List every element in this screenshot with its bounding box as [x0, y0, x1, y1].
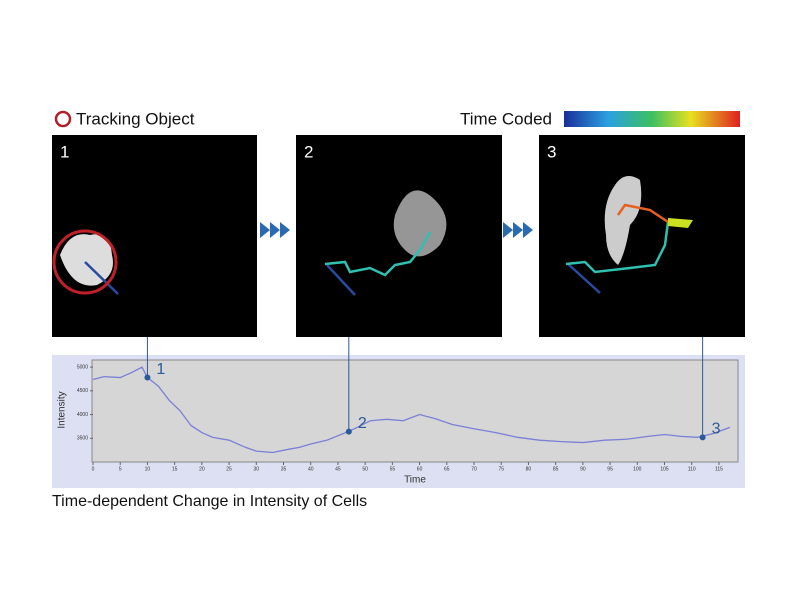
marker-label: 2	[358, 415, 367, 432]
x-tick-label: 85	[553, 466, 559, 472]
panel-label: 3	[547, 142, 556, 161]
x-tick-label: 70	[471, 466, 477, 472]
y-tick-label: 3500	[77, 436, 88, 442]
y-tick-label: 4500	[77, 388, 88, 394]
x-tick-label: 20	[199, 466, 205, 472]
panel-1	[52, 135, 257, 337]
x-tick-label: 35	[281, 466, 287, 472]
tracking-icon	[54, 110, 72, 128]
marker-label: 3	[712, 421, 721, 438]
panel-label: 2	[304, 142, 313, 161]
x-tick-label: 40	[308, 466, 314, 472]
x-tick-label: 95	[607, 466, 613, 472]
x-tick-label: 90	[580, 466, 586, 472]
y-axis-label: Intensity	[57, 391, 68, 428]
x-tick-label: 30	[254, 466, 260, 472]
marker-label: 1	[156, 361, 165, 378]
y-tick-label: 4000	[77, 412, 88, 418]
x-tick-label: 105	[660, 466, 669, 472]
x-tick-label: 100	[633, 466, 642, 472]
panel-2	[296, 135, 502, 337]
plot-area	[91, 359, 739, 463]
caption: Time-dependent Change in Intensity of Ce…	[52, 493, 367, 510]
x-tick-label: 55	[390, 466, 396, 472]
x-tick-label: 110	[688, 466, 696, 472]
x-tick-label: 5	[119, 466, 122, 472]
x-tick-label: 45	[335, 466, 341, 472]
panel-3	[539, 135, 745, 337]
x-tick-label: 50	[362, 466, 368, 472]
x-tick-label: 60	[417, 466, 423, 472]
x-tick-label: 80	[526, 466, 532, 472]
y-tick-label: 5000	[77, 364, 88, 370]
legend-time-coded: Time Coded	[460, 109, 552, 128]
x-tick-label: 115	[715, 466, 723, 472]
x-tick-label: 75	[498, 466, 504, 472]
x-tick-label: 65	[444, 466, 450, 472]
x-tick-label: 10	[145, 466, 151, 472]
x-tick-label: 25	[226, 466, 232, 472]
panel-label: 1	[60, 142, 69, 161]
time-gradient	[564, 111, 740, 127]
x-axis-label: Time	[404, 475, 426, 486]
legend-tracking: Tracking Object	[76, 109, 195, 128]
arrows	[260, 222, 533, 238]
x-tick-label: 0	[92, 466, 95, 472]
x-tick-label: 15	[172, 466, 178, 472]
